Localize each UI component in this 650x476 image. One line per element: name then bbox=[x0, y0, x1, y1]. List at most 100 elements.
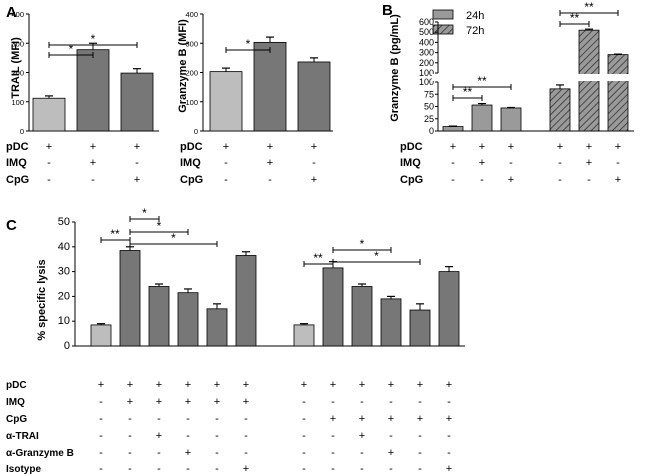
a1-y-tick-label: 300 bbox=[11, 39, 24, 48]
c-condition-sign: - bbox=[128, 413, 132, 425]
b-condition-sign: - bbox=[480, 174, 484, 186]
c-condition-sign: - bbox=[186, 463, 190, 475]
a2-significance-label: * bbox=[246, 37, 251, 51]
a1-condition-sign: + bbox=[90, 141, 96, 153]
c-condition-sign: + bbox=[446, 379, 452, 391]
c-condition-sign: + bbox=[417, 379, 423, 391]
c-bar bbox=[148, 286, 170, 347]
c-condition-sign: - bbox=[157, 463, 161, 475]
c-y-tick-label: 40 bbox=[58, 241, 70, 253]
b-condition-sign: + bbox=[557, 141, 563, 153]
c-bar bbox=[90, 324, 112, 347]
c-condition-sign: + bbox=[214, 379, 220, 391]
a1-condition-sign: + bbox=[134, 174, 140, 186]
c-bar bbox=[206, 308, 228, 347]
b-y-tick-label: 600 bbox=[419, 17, 434, 27]
c-bar bbox=[380, 298, 402, 347]
a1-condition-sign: - bbox=[91, 174, 95, 186]
c-condition-sign: - bbox=[302, 413, 306, 425]
c-condition-sign: + bbox=[243, 396, 249, 408]
c-row-label: CpG bbox=[6, 414, 27, 425]
c-condition-sign: - bbox=[447, 447, 451, 459]
c-condition-sign: - bbox=[360, 396, 364, 408]
c-condition-sign: - bbox=[418, 463, 422, 475]
b-condition-sign: + bbox=[508, 141, 514, 153]
c-significance-label: ** bbox=[110, 227, 120, 241]
a1-condition-sign: - bbox=[47, 174, 51, 186]
a2-row-label: IMQ bbox=[180, 157, 201, 169]
c-bar bbox=[409, 309, 431, 347]
b-condition-sign: + bbox=[615, 174, 621, 186]
b-y-tick-label: 100 bbox=[419, 77, 434, 87]
c-y-tick-label: 20 bbox=[58, 290, 70, 302]
b-bar bbox=[471, 104, 493, 132]
c-condition-sign: - bbox=[215, 463, 219, 475]
c-condition-sign: - bbox=[99, 463, 103, 475]
a2-y-tick-label: 0 bbox=[194, 127, 198, 136]
b-y-tick-label: 75 bbox=[424, 89, 434, 99]
c-condition-sign: - bbox=[99, 447, 103, 459]
b-row-label: pDC bbox=[400, 141, 423, 153]
c-significance-label: * bbox=[171, 231, 176, 245]
c-condition-sign: + bbox=[127, 379, 133, 391]
a1-condition-sign: - bbox=[47, 157, 51, 169]
a1-y-tick-label: 100 bbox=[11, 98, 24, 107]
c-y-tick-label: 0 bbox=[64, 340, 70, 352]
b-condition-sign: + bbox=[615, 141, 621, 153]
c-condition-sign: - bbox=[157, 413, 161, 425]
c-condition-sign: - bbox=[244, 447, 248, 459]
b-condition-sign: + bbox=[450, 141, 456, 153]
c-condition-sign: - bbox=[389, 430, 393, 442]
chart-a-granzyme: 0 100 200 300 400 * + + + - + - - - + bbox=[185, 10, 333, 186]
c-condition-sign: - bbox=[302, 430, 306, 442]
c-condition-sign: + bbox=[98, 379, 104, 391]
c-condition-sign: - bbox=[215, 430, 219, 442]
a2-condition-sign: + bbox=[223, 141, 229, 153]
b-significance-label: ** bbox=[477, 74, 487, 88]
a1-condition-sign: + bbox=[46, 141, 52, 153]
c-condition-sign: - bbox=[331, 430, 335, 442]
c-condition-sign: - bbox=[99, 413, 103, 425]
a2-y-axis-title: Granzyme B (MFI) bbox=[177, 19, 189, 113]
c-condition-sign: + bbox=[330, 413, 336, 425]
c-condition-sign: + bbox=[156, 430, 162, 442]
c-bar bbox=[119, 250, 141, 347]
b-bar bbox=[500, 107, 522, 132]
a2-condition-sign: + bbox=[311, 141, 317, 153]
c-significance-label: * bbox=[142, 206, 147, 220]
c-condition-sign: + bbox=[359, 413, 365, 425]
c-condition-sign: + bbox=[388, 447, 394, 459]
panel-label-b: B bbox=[382, 2, 393, 19]
a2-row-label: CpG bbox=[180, 174, 203, 186]
c-condition-sign: + bbox=[156, 379, 162, 391]
c-bar bbox=[235, 255, 257, 347]
c-condition-sign: - bbox=[418, 430, 422, 442]
c-condition-sign: - bbox=[186, 430, 190, 442]
a2-y-tick-label: 200 bbox=[185, 69, 198, 78]
c-condition-sign: - bbox=[331, 463, 335, 475]
b-bar bbox=[442, 126, 464, 132]
a1-row-label: CpG bbox=[6, 174, 29, 186]
a2-condition-sign: - bbox=[312, 157, 316, 169]
c-condition-sign: + bbox=[185, 396, 191, 408]
b-condition-sign: - bbox=[558, 174, 562, 186]
c-condition-sign: - bbox=[99, 430, 103, 442]
c-condition-sign: + bbox=[185, 447, 191, 459]
c-condition-sign: - bbox=[302, 463, 306, 475]
a1-condition-sign: + bbox=[90, 157, 96, 169]
c-significance-label: ** bbox=[313, 251, 323, 265]
c-condition-sign: + bbox=[243, 379, 249, 391]
b-y-tick-label: 200 bbox=[419, 58, 434, 68]
c-bar bbox=[293, 324, 315, 347]
b-condition-sign: + bbox=[479, 157, 485, 169]
c-condition-sign: - bbox=[302, 447, 306, 459]
legend-72h-swatch bbox=[432, 24, 454, 35]
c-row-label: IMQ bbox=[6, 397, 25, 408]
a2-y-tick-label: 300 bbox=[185, 39, 198, 48]
a1-row-label: pDC bbox=[6, 141, 29, 153]
b-y-tick-label: 0 bbox=[429, 126, 434, 136]
b-row-label: CpG bbox=[400, 174, 423, 186]
c-condition-sign: - bbox=[389, 463, 393, 475]
